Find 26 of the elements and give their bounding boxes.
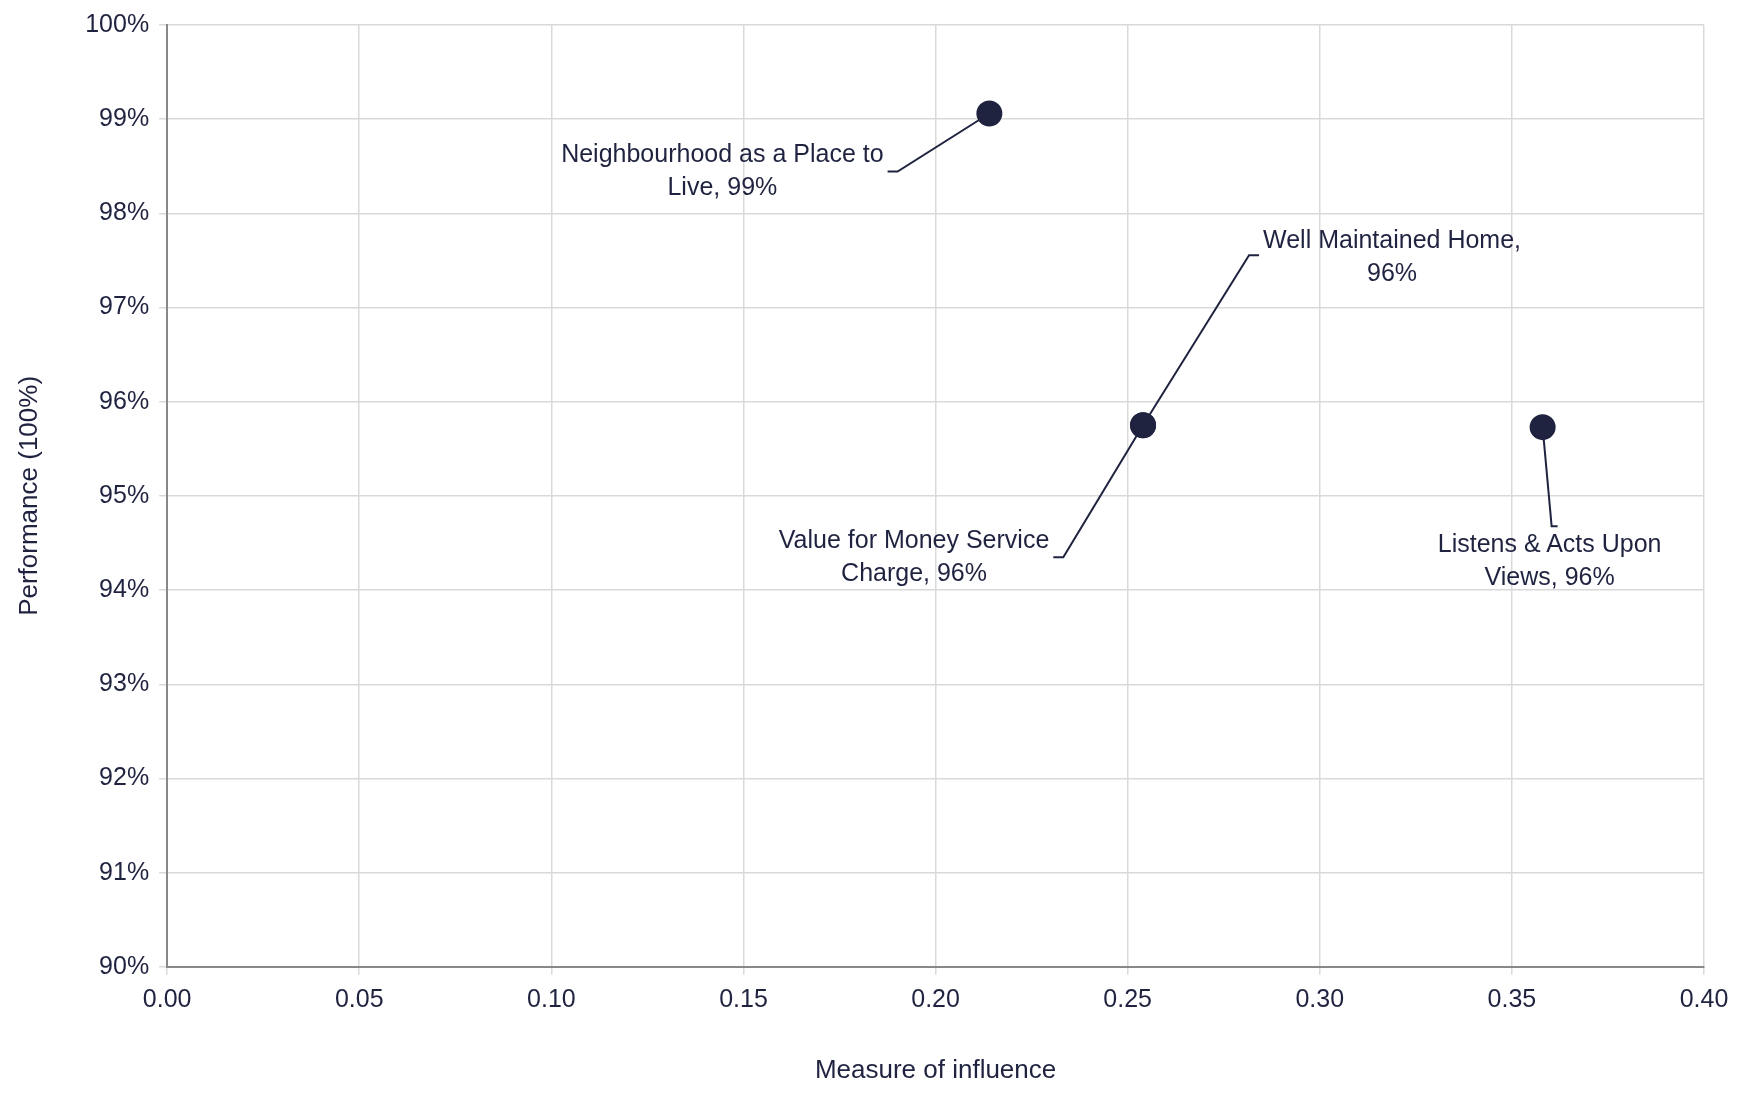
x-tick-label: 0.10 [527,983,576,1012]
y-tick-label: 100% [85,8,150,37]
x-tick-label: 0.35 [1487,983,1537,1012]
y-tick-label: 96% [99,385,150,414]
y-tick-label: 99% [99,103,150,132]
annotation: Listens & Acts Upon Views, 96% [1437,528,1662,590]
x-tick-label: 0.05 [334,983,384,1012]
x-tick-label: 0.40 [1679,983,1729,1012]
x-tick-label: 0.15 [719,983,768,1012]
annotation: Well Maintained Home, 96% [1263,224,1522,286]
annotation: Neighbourhood as a Place to Live, 99% [561,138,884,200]
x-tick-label: 0.00 [142,983,192,1012]
x-tick-label: 0.30 [1295,983,1345,1012]
y-tick-label: 91% [99,856,150,885]
x-axis-title: Measure of influence [814,1053,1057,1084]
y-tick-label: 93% [99,668,150,697]
x-tick-label: 0.25 [1103,983,1153,1012]
annotation: Value for Money Service Charge, 96% [778,524,1050,586]
y-tick-label: 97% [99,291,150,320]
y-tick-label: 92% [99,762,150,791]
y-axis-title: Performance (100%) [12,375,43,616]
y-tick-label: 95% [99,479,150,508]
x-tick-label: 0.20 [911,983,960,1012]
y-tick-label: 90% [99,950,150,979]
y-tick-label: 94% [99,573,150,602]
y-tick-label: 98% [99,197,150,226]
